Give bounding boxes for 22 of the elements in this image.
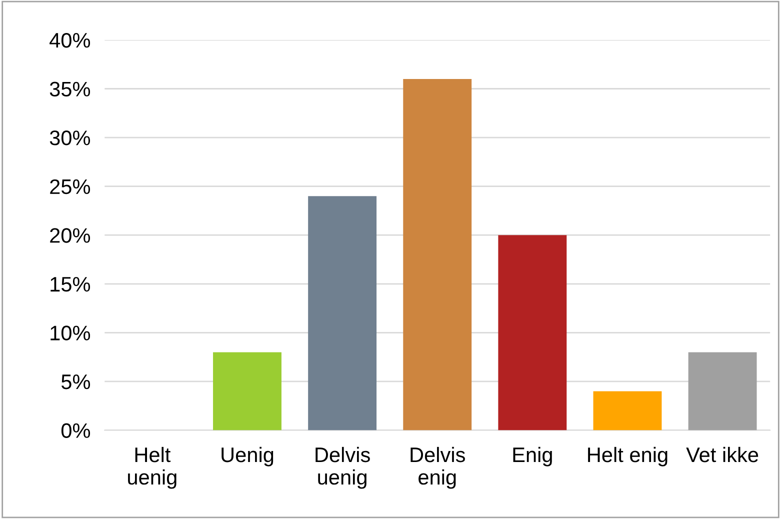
bar [688, 352, 757, 430]
bar [593, 391, 662, 430]
y-tick-label: 5% [61, 374, 90, 390]
y-tick-label: 15% [50, 276, 90, 292]
x-tick-label: Vet ikke [686, 446, 758, 462]
y-tick-label: 20% [50, 228, 90, 243]
bar [308, 196, 377, 430]
x-tick-label: Uenig [222, 446, 274, 466]
x-tick-label: Delvis enig [410, 446, 465, 489]
y-tick-label: 0% [61, 423, 90, 438]
bar [213, 352, 282, 430]
y-tick-label: 10% [50, 326, 90, 340]
bar [498, 235, 567, 430]
x-tick-label: Helt enig [588, 446, 668, 466]
x-tick-label: Delvis uenig [316, 446, 370, 489]
y-tick-label: 35% [50, 82, 90, 97]
y-tick-label: 25% [50, 179, 90, 194]
x-tick-label: Helt uenig [128, 446, 176, 489]
y-tick-label: 30% [50, 130, 90, 146]
bar [403, 78, 472, 430]
x-tick-label: Enig [513, 446, 552, 466]
y-tick-label: 40% [50, 32, 90, 48]
